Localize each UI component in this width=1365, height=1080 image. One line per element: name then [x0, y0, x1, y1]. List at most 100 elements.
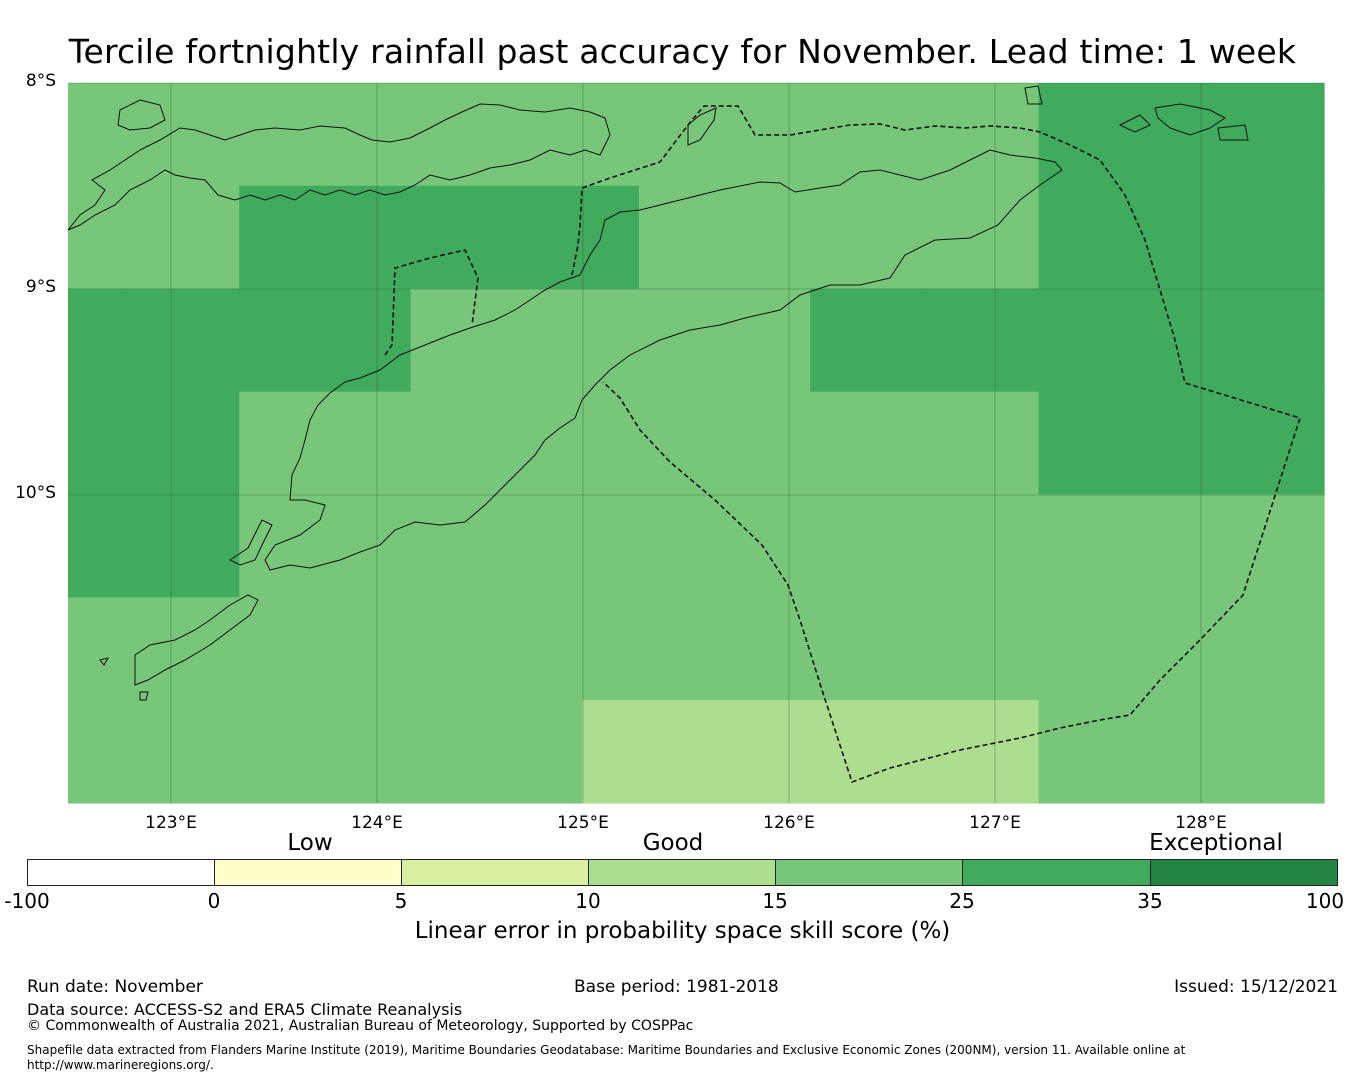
skill-cell — [1266, 494, 1325, 598]
skill-cell — [1152, 700, 1211, 804]
skill-cell — [1038, 597, 1097, 701]
skill-cell — [810, 597, 868, 701]
skill-cell — [581, 83, 640, 187]
coastline-timor — [264, 149, 1063, 571]
skill-cell — [524, 288, 583, 393]
coastline-islet-6 — [687, 107, 717, 146]
colorbar-tick: -100 — [4, 889, 50, 913]
skill-cell — [581, 391, 640, 496]
colorbar-label: Linear error in probability space skill … — [414, 918, 951, 944]
skill-cell — [524, 494, 583, 598]
skill-cell — [867, 700, 925, 804]
skill-cell — [68, 597, 126, 701]
skill-cell — [467, 494, 526, 598]
skill-cell — [1095, 391, 1154, 496]
colorbar-tick: 25 — [949, 889, 975, 913]
skill-cell — [125, 700, 183, 804]
category-exceptional: Exceptional — [1149, 830, 1283, 856]
skill-cell — [353, 288, 412, 393]
skill-cell — [696, 185, 754, 290]
skill-cell — [239, 700, 297, 804]
colorbar-tick: 35 — [1137, 889, 1163, 913]
skill-cell — [867, 83, 925, 187]
colorbar-segment-25-35 — [962, 859, 1151, 886]
skill-cell — [410, 83, 469, 187]
skill-cell — [68, 391, 126, 496]
skill-cell — [1152, 288, 1211, 393]
skill-cell — [125, 391, 183, 496]
skill-cell — [638, 597, 697, 701]
skill-cell — [182, 83, 240, 187]
coastline-southwest-islets — [99, 519, 273, 701]
graticule — [68, 82, 1324, 803]
category-good: Good — [642, 830, 704, 856]
skill-cell — [182, 597, 240, 701]
skill-cell — [1209, 185, 1268, 290]
skill-cell — [125, 288, 183, 393]
skill-cell — [353, 391, 412, 496]
lon-label-125e: 125°E — [557, 813, 609, 833]
skill-cell — [1152, 391, 1211, 496]
skill-cell — [1266, 700, 1325, 804]
skill-cell — [353, 494, 412, 598]
skill-cell — [1152, 494, 1211, 598]
skill-cell — [638, 185, 697, 290]
skill-cell — [696, 288, 754, 393]
skill-cell — [182, 494, 240, 598]
coastline-islet-3 — [1118, 114, 1151, 133]
skill-cell — [1038, 288, 1097, 393]
skill-cell — [125, 597, 183, 701]
run-date: Run date: November — [27, 977, 203, 997]
skill-cell — [182, 391, 240, 496]
coastline-islet-4 — [1154, 103, 1226, 136]
skill-cell — [924, 185, 983, 290]
skill-cell — [410, 391, 469, 496]
skill-cell — [638, 83, 697, 187]
skill-cell — [638, 494, 697, 598]
skill-cell — [638, 391, 697, 496]
lat-label-9s: 9°S — [25, 277, 56, 297]
skill-cell — [467, 83, 526, 187]
lon-label-123e: 123°E — [145, 813, 197, 833]
skill-grid — [68, 83, 1325, 804]
colorbar-tick: 100 — [1305, 889, 1345, 913]
skill-cell — [981, 391, 1040, 496]
skill-cell — [467, 700, 526, 804]
skill-cell — [524, 83, 583, 187]
skill-cell — [467, 597, 526, 701]
skill-cell — [524, 597, 583, 701]
colorbar-segment-35-100 — [1150, 859, 1338, 886]
skill-cell — [810, 83, 868, 187]
maritime-boundary — [384, 105, 1302, 784]
skill-cell — [924, 83, 983, 187]
shapefile-credit-line-1: Shapefile data extracted from Flanders M… — [27, 1043, 1186, 1057]
skill-cell — [696, 83, 754, 187]
skill-cell — [410, 185, 469, 290]
skill-cell — [182, 288, 240, 393]
skill-cell — [182, 700, 240, 804]
skill-cell — [753, 288, 811, 393]
skill-cell — [239, 83, 297, 187]
skill-cell — [68, 83, 126, 187]
skill-cell — [1095, 288, 1154, 393]
skill-cell — [753, 700, 811, 804]
skill-cell — [638, 288, 697, 393]
skill-cell — [1209, 700, 1268, 804]
skill-cell — [296, 288, 355, 393]
skill-cell — [638, 700, 697, 804]
skill-cell — [296, 494, 355, 598]
colorbar — [27, 859, 1338, 886]
skill-cell — [410, 288, 469, 393]
skill-cell — [467, 391, 526, 496]
skill-cell — [810, 391, 868, 496]
skill-cell — [410, 597, 469, 701]
colorbar-segment-neg100-0 — [27, 859, 215, 886]
skill-cell — [1209, 83, 1268, 187]
skill-cell — [239, 391, 297, 496]
skill-cell — [867, 288, 925, 393]
colorbar-segment-0-5 — [214, 859, 402, 886]
shapefile-credit: Shapefile data extracted from Flanders M… — [27, 1043, 1327, 1073]
skill-cell — [296, 597, 355, 701]
skill-cell — [239, 494, 297, 598]
